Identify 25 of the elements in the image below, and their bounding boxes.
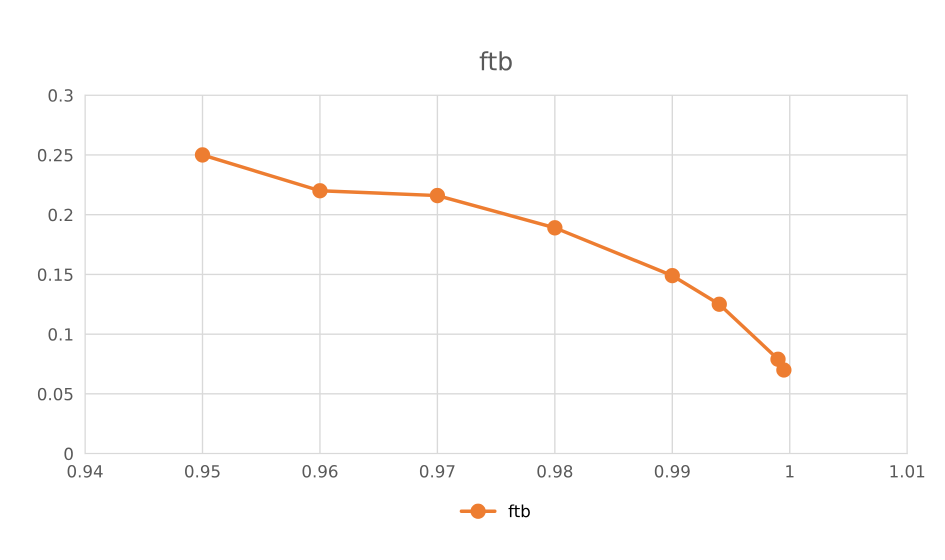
y-tick-label: 0.05 xyxy=(38,388,72,400)
point xyxy=(712,296,727,312)
x-tick-label: 0.96 xyxy=(302,465,338,478)
point xyxy=(312,183,328,198)
y-tick-label: 0 xyxy=(64,448,73,460)
y-tick-label: 0.3 xyxy=(48,89,73,102)
x-tick-label: 0.97 xyxy=(420,465,455,478)
y-tick-label: 0.25 xyxy=(38,148,72,162)
x-tick-label: 0.99 xyxy=(654,465,690,478)
y-tick-label: 0.1 xyxy=(48,328,72,341)
point xyxy=(194,147,210,163)
point xyxy=(664,268,680,284)
x-tick-label: 0.98 xyxy=(537,465,572,478)
y-tick-label: 0.2 xyxy=(48,208,72,222)
x-tick-label: 1 xyxy=(786,465,794,478)
legend-label: ftb xyxy=(508,504,530,518)
point xyxy=(547,220,562,236)
chart-title: ftb xyxy=(480,51,512,71)
point xyxy=(430,188,446,204)
x-tick-label: 0.94 xyxy=(68,465,103,478)
point xyxy=(770,352,786,367)
x-tick-label: 0.95 xyxy=(185,465,220,478)
x-tick-label: 1.01 xyxy=(890,465,924,478)
y-tick-label: 0.15 xyxy=(38,268,72,281)
point xyxy=(776,362,792,378)
